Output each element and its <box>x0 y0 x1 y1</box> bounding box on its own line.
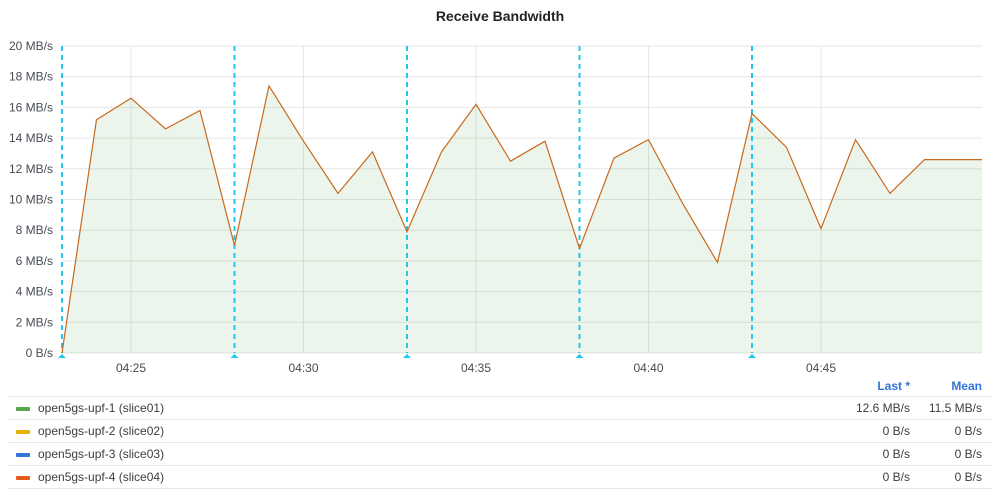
series-color-swatch <box>16 430 30 434</box>
y-tick-label: 6 MB/s <box>16 254 53 268</box>
legend-row[interactable]: open5gs-upf-2 (slice02) 0 B/s 0 B/s <box>8 420 992 443</box>
series-line-path <box>61 84 982 354</box>
legend-last-value: 0 B/s <box>882 447 910 461</box>
series-area <box>62 85 982 353</box>
y-tick-label: 14 MB/s <box>9 131 53 145</box>
legend-last-value: 0 B/s <box>882 424 910 438</box>
y-tick-label: 12 MB/s <box>9 162 53 176</box>
legend-series-name[interactable]: open5gs-upf-2 (slice02) <box>38 424 165 438</box>
legend-mean-value: 11.5 MB/s <box>928 401 982 415</box>
series-color-swatch <box>16 407 30 411</box>
y-tick-label: 20 MB/s <box>9 39 53 53</box>
legend-header: Last * Mean <box>8 376 992 397</box>
annotation-marker <box>575 354 584 358</box>
legend-row[interactable]: open5gs-upf-1 (slice01) 12.6 MB/s 11.5 M… <box>8 397 992 420</box>
legend-mean-value: 0 B/s <box>954 470 982 484</box>
y-tick-label: 8 MB/s <box>16 223 53 237</box>
legend-last-value: 12.6 MB/s <box>855 401 910 415</box>
y-axis: 0 B/s 2 MB/s 4 MB/s 6 MB/s 8 MB/s 10 MB/s 12 M… <box>9 39 53 360</box>
y-tick-label: 18 MB/s <box>9 70 53 84</box>
y-tick-label: 4 MB/s <box>16 285 53 299</box>
legend-mean-value: 0 B/s <box>954 424 982 438</box>
x-tick-label: 04:45 <box>806 361 836 375</box>
x-tick-label: 04:35 <box>461 361 491 375</box>
legend-row[interactable]: open5gs-upf-3 (slice03) 0 B/s 0 B/s <box>8 443 992 466</box>
annotation-marker <box>58 354 66 358</box>
series-line <box>61 84 982 354</box>
annotation-marker <box>403 354 411 358</box>
legend-table: Last * Mean open5gs-upf-1 (slice01) 12.6… <box>8 376 992 489</box>
series-color-swatch <box>16 453 30 457</box>
y-tick-label: 0 B/s <box>26 346 53 360</box>
chart-grid <box>62 45 982 354</box>
panel-title: Receive Bandwidth <box>435 8 565 24</box>
legend-series-name[interactable]: open5gs-upf-3 (slice03) <box>38 447 165 461</box>
annotation-marker <box>230 354 239 358</box>
y-tick-label: 16 MB/s <box>9 100 53 114</box>
legend-row[interactable]: open5gs-upf-4 (slice04) 0 B/s 0 B/s <box>8 466 992 489</box>
x-axis: 04:25 04:30 04:35 04:40 04:45 <box>116 361 836 375</box>
series-color-swatch <box>16 476 30 480</box>
annotation-markers <box>58 46 756 358</box>
y-tick-label: 10 MB/s <box>9 193 53 207</box>
x-tick-label: 04:25 <box>116 361 146 375</box>
legend-last-header[interactable]: Last * <box>877 379 910 393</box>
legend-mean-header[interactable]: Mean <box>951 379 982 393</box>
legend-last-value: 0 B/s <box>882 470 910 484</box>
series-area-fill <box>62 85 982 353</box>
x-tick-label: 04:30 <box>288 361 318 375</box>
legend-series-name[interactable]: open5gs-upf-4 (slice04) <box>38 470 165 484</box>
annotation-marker <box>748 354 756 358</box>
y-tick-label: 2 MB/s <box>16 315 53 329</box>
bandwidth-chart: 0 B/s 2 MB/s 4 MB/s 6 MB/s 8 MB/s 10 MB/s 12 M… <box>9 39 982 375</box>
legend-mean-value: 0 B/s <box>954 447 982 461</box>
x-tick-label: 04:40 <box>633 361 663 375</box>
legend-series-name[interactable]: open5gs-upf-1 (slice01) <box>38 401 165 415</box>
